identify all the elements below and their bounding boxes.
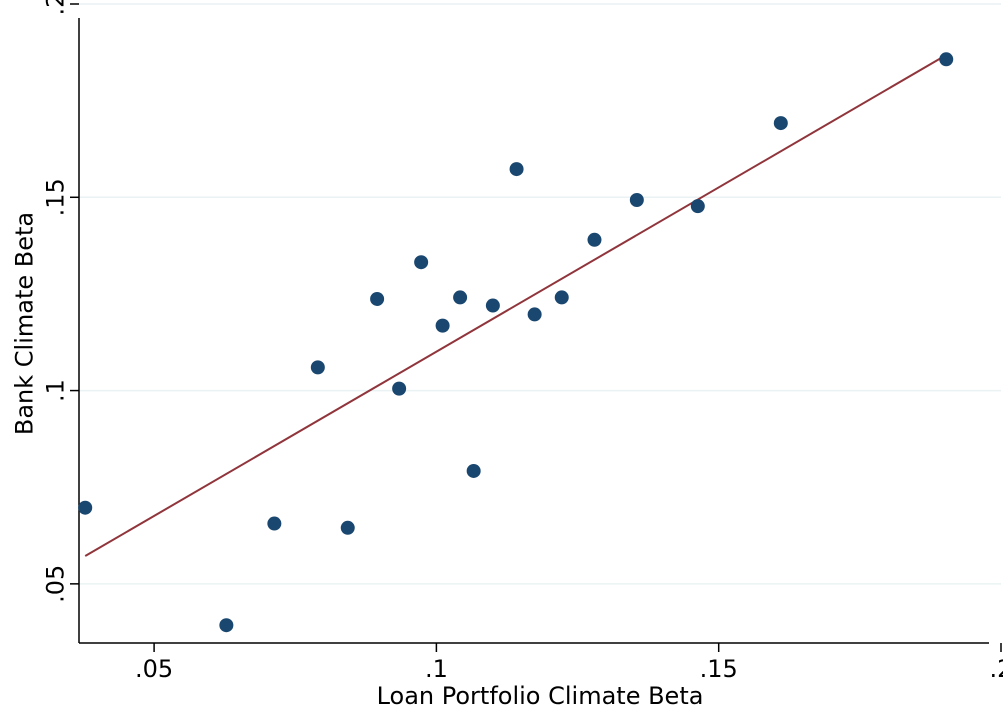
- data-point: [466, 463, 481, 478]
- data-point: [435, 318, 450, 333]
- data-point: [773, 116, 788, 131]
- data-point: [219, 618, 234, 633]
- data-point: [485, 298, 500, 313]
- data-point: [690, 199, 705, 214]
- fit-line-layer: [84, 54, 947, 557]
- data-point: [939, 52, 954, 67]
- y-tick-label: .1: [41, 379, 69, 402]
- data-point: [414, 255, 429, 270]
- x-tick-label: .15: [700, 655, 738, 683]
- gridlines: [79, 3, 1001, 585]
- x-tick-label: .05: [135, 655, 173, 683]
- y-axis-title: Bank Climate Beta: [10, 212, 38, 435]
- data-point: [527, 307, 542, 322]
- data-point: [78, 500, 93, 515]
- tick-labels: .05 .1 .15 .2 .05 .1 .15 .2: [41, 0, 1003, 683]
- y-tick-label: .05: [41, 565, 69, 603]
- x-axis-title: Loan Portfolio Climate Beta: [377, 682, 704, 709]
- fitted-line: [84, 54, 947, 557]
- y-tick-label: .2: [41, 0, 69, 15]
- data-point: [629, 192, 644, 207]
- x-tick-label: .2: [990, 655, 1003, 683]
- y-tick-label: .15: [41, 178, 69, 216]
- data-points: [78, 52, 954, 633]
- data-point: [509, 162, 524, 177]
- data-point: [267, 516, 282, 531]
- x-tick-label: .1: [425, 655, 448, 683]
- data-point: [340, 520, 355, 535]
- data-point: [587, 232, 602, 247]
- data-point: [554, 290, 569, 305]
- data-point: [453, 290, 468, 305]
- data-point: [310, 360, 325, 375]
- data-point: [370, 291, 385, 306]
- data-point: [392, 381, 407, 396]
- axes: [70, 3, 1002, 652]
